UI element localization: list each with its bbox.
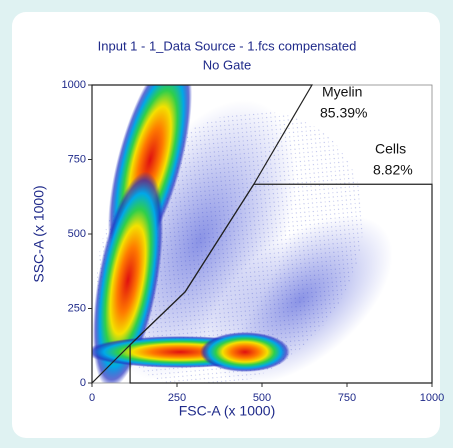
y-tick-label: 500	[68, 228, 86, 240]
density-blob	[92, 171, 164, 383]
gate-value: 8.82%	[373, 162, 413, 178]
y-axis-label: SSC-A (x 1000)	[31, 185, 47, 282]
chart-title: Input 1 - 1_Data Source - 1.fcs compensa…	[98, 38, 357, 53]
density-blob	[200, 332, 290, 372]
gate-name: Cells	[375, 141, 406, 157]
gate-name: Myelin	[322, 84, 362, 100]
gate	[129, 183, 433, 384]
chart-subtitle: No Gate	[203, 57, 251, 72]
x-tick-label: 1000	[420, 392, 444, 404]
x-tick-label: 500	[253, 392, 271, 404]
y-tick-label: 250	[68, 302, 86, 314]
x-tick-label: 750	[338, 392, 356, 404]
y-tick-label: 0	[80, 377, 86, 389]
x-axis-label: FSC-A (x 1000)	[179, 403, 275, 419]
x-tick-label: 0	[89, 392, 95, 404]
density-cloud	[92, 85, 393, 383]
x-tick-label: 250	[168, 392, 186, 404]
y-tick-label: 1000	[62, 79, 86, 91]
y-tick-label: 750	[68, 153, 86, 165]
gate-value: 85.39%	[320, 105, 367, 121]
